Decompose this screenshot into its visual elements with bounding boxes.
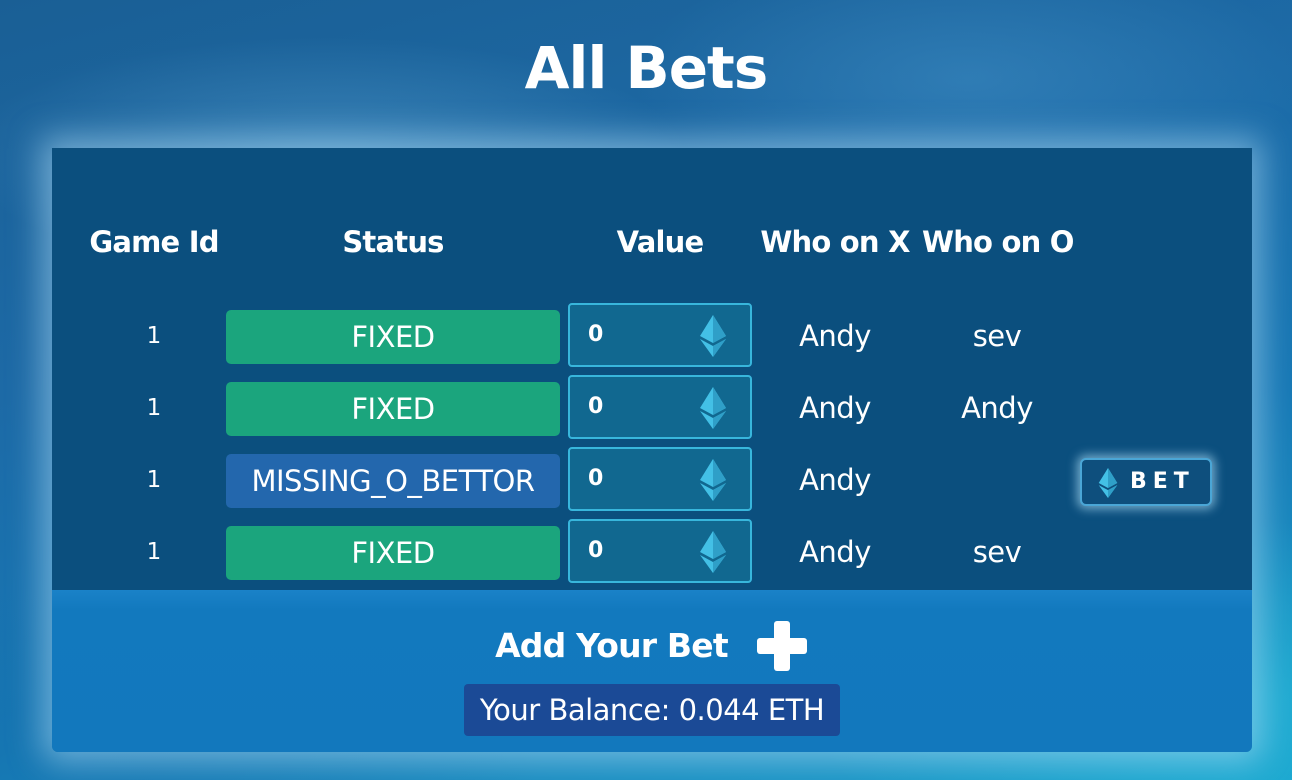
value-field[interactable] — [568, 375, 752, 439]
who-on-x-cell: Andy — [799, 463, 871, 497]
who-on-x-cell: Andy — [799, 319, 871, 353]
ethereum-icon — [700, 459, 726, 501]
who-on-x-cell: Andy — [799, 535, 871, 569]
table-row: 1 FIXED Andy sev — [52, 303, 1252, 367]
game-id-cell: 1 — [146, 467, 162, 493]
header-value: Value — [616, 225, 704, 259]
page-title: All Bets — [524, 34, 769, 102]
ethereum-icon — [1098, 468, 1118, 498]
value-input[interactable] — [588, 305, 688, 365]
ethereum-icon — [700, 315, 726, 357]
game-id-cell: 1 — [146, 395, 162, 421]
table-row: 1 MISSING_O_BETTOR Andy — [52, 447, 1252, 511]
add-bet-label: Add Your Bet — [495, 626, 729, 665]
value-input[interactable] — [588, 521, 688, 581]
ethereum-icon — [700, 387, 726, 429]
header-who-on-x: Who on X — [760, 225, 910, 259]
bet-button[interactable]: BET — [1080, 458, 1212, 506]
value-field[interactable] — [568, 447, 752, 511]
game-id-cell: 1 — [146, 323, 162, 349]
table-row: 1 FIXED Andy sev — [52, 519, 1252, 583]
status-badge: FIXED — [226, 310, 560, 364]
balance-display: Your Balance: 0.044 ETH — [464, 684, 840, 736]
header-status: Status — [342, 225, 444, 259]
value-input[interactable] — [588, 377, 688, 437]
plus-icon — [756, 621, 807, 671]
bets-table: Game Id Status Value Who on X Who on O 1… — [52, 148, 1252, 590]
status-badge: FIXED — [226, 526, 560, 580]
who-on-o-cell: Andy — [961, 391, 1033, 425]
value-field[interactable] — [568, 519, 752, 583]
who-on-o-cell: sev — [972, 535, 1022, 569]
who-on-o-cell: sev — [972, 319, 1022, 353]
add-bet-button[interactable]: Add Your Bet — [52, 616, 1252, 676]
status-badge: MISSING_O_BETTOR — [226, 454, 560, 508]
bet-button-label: BET — [1130, 469, 1195, 494]
who-on-o-cell — [922, 450, 1072, 510]
value-field[interactable] — [568, 303, 752, 367]
status-badge: FIXED — [226, 382, 560, 436]
table-row: 1 FIXED Andy Andy — [52, 375, 1252, 439]
bets-panel: Game Id Status Value Who on X Who on O 1… — [52, 148, 1252, 752]
footer: Add Your Bet Your Balance: 0.044 ETH — [52, 590, 1252, 752]
value-input[interactable] — [588, 449, 688, 509]
header-game-id: Game Id — [89, 225, 219, 259]
who-on-x-cell: Andy — [799, 391, 871, 425]
header-who-on-o: Who on O — [922, 225, 1074, 259]
game-id-cell: 1 — [146, 539, 162, 565]
ethereum-icon — [700, 531, 726, 573]
